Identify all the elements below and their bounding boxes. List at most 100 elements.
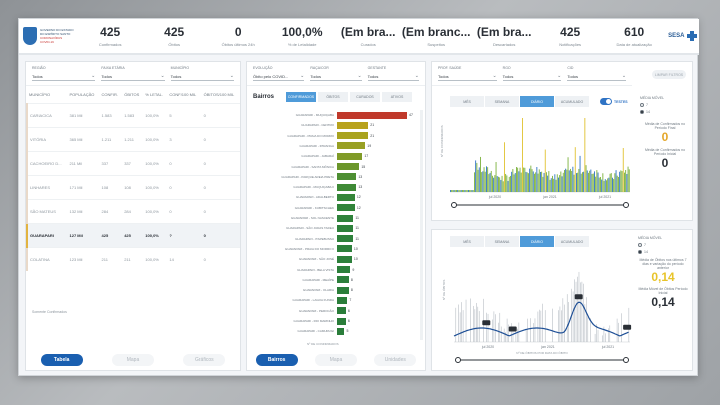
- bar-fill[interactable]: [337, 266, 351, 273]
- bar-row[interactable]: GUARAPARI - ADALBERTO 12: [253, 192, 421, 202]
- bar-fill[interactable]: [337, 111, 407, 119]
- bar-fill[interactable]: [337, 296, 348, 304]
- bar-fill[interactable]: [337, 132, 369, 140]
- bar-fill[interactable]: [337, 121, 369, 129]
- bar-row[interactable]: GUARAPARI - ITAPEBUSSU 11: [253, 234, 421, 244]
- bar-fill[interactable]: [337, 245, 352, 253]
- filter-select[interactable]: Óbito pelo COVID... ⌄: [253, 72, 305, 81]
- bar-fill[interactable]: [337, 307, 346, 315]
- bar-fill[interactable]: [337, 276, 349, 284]
- filter-select[interactable]: Todos ⌄: [170, 72, 234, 81]
- bar-fill[interactable]: [337, 214, 354, 222]
- bar-row[interactable]: GUARAPARI - PRAIA DO MORRO II 10: [253, 244, 421, 254]
- filter[interactable]: PROF. SAÚDE Todos ⌄: [438, 66, 497, 81]
- bar-row[interactable]: GUARAPARI - RIO MARINHO 6: [253, 316, 421, 326]
- bar-fill[interactable]: [337, 204, 355, 212]
- bar-fill[interactable]: [337, 286, 349, 294]
- column-header[interactable]: ÓBITOS: [124, 92, 140, 97]
- bar-row[interactable]: GUARAPARI - LAGOA FUNDA 7: [253, 295, 421, 305]
- column-header[interactable]: CONF/100 MIL: [169, 92, 197, 97]
- bar-fill[interactable]: [337, 235, 354, 243]
- tab-mapa[interactable]: Mapa: [111, 354, 154, 366]
- filter[interactable]: CID Todos ⌄: [567, 66, 627, 81]
- municipality-filter[interactable]: MUNICÍPIO Todos ⌄: [170, 66, 234, 81]
- filter-select[interactable]: Todos ⌄: [502, 72, 562, 81]
- filter-select[interactable]: Todos ⌄: [567, 72, 627, 81]
- period-diario[interactable]: DIÁRIO: [520, 96, 554, 107]
- table-row[interactable]: SÃO MATEUS 132 Mil 284 284 100,0% 0 0: [26, 199, 240, 224]
- column-header[interactable]: ÓBITOS/100 MIL: [203, 92, 235, 97]
- bar-fill[interactable]: [337, 317, 346, 325]
- bar-row[interactable]: GUARAPARI - MEAÍPE 8: [253, 275, 421, 285]
- bar-row[interactable]: GUARAPARI - SOL NASCENTE 11: [253, 213, 421, 223]
- radio-option-14[interactable]: 14: [638, 250, 688, 254]
- filter[interactable]: GESTANTE Todos ⌄: [367, 66, 419, 81]
- period-semana[interactable]: SEMANA: [485, 236, 519, 247]
- table-row[interactable]: COLATINA 123 Mil 211 211 100,0% 14 0: [26, 247, 240, 271]
- segment-obitos[interactable]: ÓBITOS: [318, 92, 349, 102]
- bar-row[interactable]: GUARAPARI - SANTA MÔNICA 15: [253, 162, 421, 172]
- filter[interactable]: EVOLUÇÃO Óbito pelo COVID... ⌄: [253, 66, 305, 81]
- bar-row[interactable]: GUARAPARI - MUQUIÇABA II 13: [253, 182, 421, 192]
- period-semana[interactable]: SEMANA: [485, 96, 519, 107]
- tab-graficos[interactable]: Gráficos: [183, 354, 226, 366]
- filter-select[interactable]: Todos ⌄: [32, 72, 96, 81]
- column-header[interactable]: CONFIR.: [101, 92, 118, 97]
- bar-row[interactable]: GUARAPARI - KUBITSCHEK 12: [253, 203, 421, 213]
- bar-fill[interactable]: [337, 142, 366, 150]
- filter[interactable]: RGO Todos ⌄: [502, 66, 562, 81]
- bar-row[interactable]: GUARAPARI - JABARAÍ 17: [253, 151, 421, 161]
- tab-mapa[interactable]: Mapa: [314, 354, 357, 366]
- filter[interactable]: RAÇA/COR Todos ⌄: [310, 66, 362, 81]
- period-mes[interactable]: MÊS: [450, 236, 484, 247]
- clear-filters-button[interactable]: LIMPAR FILTROS: [652, 70, 686, 79]
- tests-toggle[interactable]: TESTES: [600, 97, 640, 106]
- tab-tabela[interactable]: Tabela: [40, 354, 83, 366]
- bar-row[interactable]: GUARAPARI - SÃO JOSÉ 10: [253, 254, 421, 264]
- tab-unidades[interactable]: Unidades: [374, 354, 417, 366]
- segment-curados[interactable]: CURADOS: [350, 92, 381, 102]
- segment-ativos[interactable]: ATIVOS: [382, 92, 413, 102]
- bar-fill[interactable]: [337, 224, 354, 232]
- bar-row[interactable]: GUARAPARI - SÃO JUDAS TADEU 11: [253, 223, 421, 233]
- table-row[interactable]: VITÓRIA 365 Mil 1.211 1.211 100,0% 3 0: [26, 127, 240, 152]
- bars-scrollbar[interactable]: [420, 110, 423, 340]
- bar-fill[interactable]: [337, 255, 352, 263]
- period-mes[interactable]: MÊS: [450, 96, 484, 107]
- period-diario[interactable]: DIÁRIO: [520, 236, 554, 247]
- column-header[interactable]: MUNICÍPIO: [29, 92, 51, 97]
- bar-fill[interactable]: [337, 152, 363, 160]
- bar-fill[interactable]: [337, 163, 360, 170]
- bar-row[interactable]: GUARAPARI - OLARIA 8: [253, 285, 421, 295]
- bar-row[interactable]: GUARAPARI - IPIRANGA 19: [253, 141, 421, 151]
- period-acumulado[interactable]: ACUMULADO: [555, 236, 589, 247]
- bar-row[interactable]: GUARAPARI - PARQUE AREIA PRETA 13: [253, 172, 421, 182]
- region-filter[interactable]: REGIÃO Todos ⌄: [32, 66, 96, 81]
- table-row[interactable]: GUARAPARI 127 Mil 425 425 100,0%? 0: [26, 223, 240, 248]
- column-header[interactable]: % LETAL.: [145, 92, 164, 97]
- table-row[interactable]: CACHOEIRO D... 211 Mil 337 337 100,0% 0 0: [26, 151, 240, 176]
- segment-confirmados[interactable]: CONFIRMADOS: [286, 92, 317, 102]
- bar-row[interactable]: GUARAPARI - CAMURUGI 5: [253, 326, 421, 336]
- bar-fill[interactable]: [337, 183, 357, 191]
- bar-row[interactable]: GUARAPARI - MUQUIÇABA 47: [253, 110, 421, 120]
- table-row[interactable]: CARIACICA 381 Mil 1.583 1.583 100,0% 5 0: [26, 103, 240, 128]
- bar-row[interactable]: GUARAPARI - CENTRO 21: [253, 120, 421, 130]
- period-acumulado[interactable]: ACUMULADO: [555, 96, 589, 107]
- bar-row[interactable]: GUARAPARI - PRAIA DO MORRO 21: [253, 131, 421, 141]
- radio-option-14[interactable]: 14: [640, 110, 690, 114]
- filter-select[interactable]: Todos ⌄: [367, 72, 419, 81]
- radio-option-7[interactable]: 7: [638, 243, 688, 247]
- table-row[interactable]: LINHARES 171 Mil 108 108 100,0% 0 0: [26, 175, 240, 200]
- bar-fill[interactable]: [337, 327, 345, 335]
- radio-option-7[interactable]: 7: [640, 103, 690, 107]
- bar-row[interactable]: GUARAPARI - PEROCÃO 6: [253, 306, 421, 316]
- filter-select[interactable]: Todos ⌄: [101, 72, 165, 81]
- age-filter[interactable]: FAIXA ETÁRIA Todos ⌄: [101, 66, 165, 81]
- bar-fill[interactable]: [337, 193, 355, 201]
- toggle-switch[interactable]: [600, 98, 612, 105]
- bar-row[interactable]: GUARAPARI - BELA VISTA 9: [253, 265, 421, 275]
- filter-select[interactable]: Todos ⌄: [438, 72, 497, 81]
- column-header[interactable]: POPULAÇÃO: [69, 92, 95, 97]
- tab-bairros[interactable]: Bairros: [255, 354, 298, 366]
